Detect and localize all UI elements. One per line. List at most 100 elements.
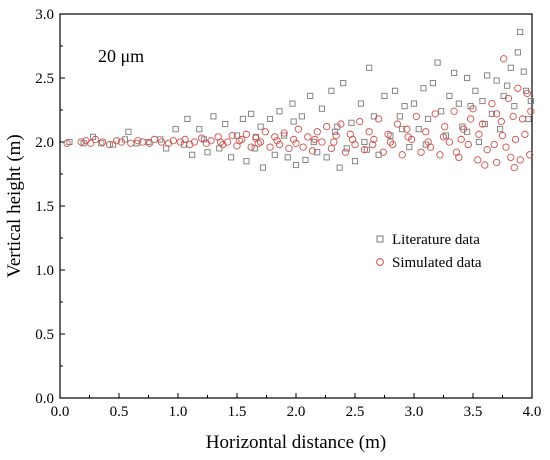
x-tick-label: 3.5 xyxy=(464,404,483,420)
simulated-data-point xyxy=(323,122,331,131)
simulated-data-point xyxy=(514,84,522,92)
literature-data-point xyxy=(314,149,321,156)
simulated-data-point xyxy=(492,110,501,118)
literature-data-point xyxy=(80,140,87,147)
simulated-data-point xyxy=(318,138,326,146)
simulated-data-point xyxy=(518,115,527,123)
literature-data-point xyxy=(479,97,486,105)
simulated-data-point xyxy=(403,125,411,133)
legend-box xyxy=(362,229,528,273)
simulated-data-point xyxy=(294,125,303,133)
simulated-data-point xyxy=(242,130,251,138)
literature-data-point xyxy=(488,110,495,117)
literature-data-point xyxy=(200,136,208,143)
simulated-data-point xyxy=(386,138,395,146)
literature-data-point xyxy=(243,158,250,165)
literature-data-point xyxy=(259,164,267,171)
simulated-data-point xyxy=(379,148,387,156)
simulated-data-point xyxy=(348,135,357,144)
simulated-data-point xyxy=(332,131,340,140)
literature-data-point xyxy=(184,115,191,123)
literature-data-point xyxy=(497,126,504,133)
x-tick-label: 2.5 xyxy=(346,404,365,420)
simulated-data-point xyxy=(77,138,85,146)
simulated-data-point xyxy=(370,135,378,144)
simulated-data-point xyxy=(112,137,121,145)
literature-data-point xyxy=(302,156,309,163)
simulated-data-point xyxy=(369,140,377,149)
x-tick-label: 0.0 xyxy=(51,404,70,420)
simulated-data-point xyxy=(254,139,262,147)
literature-data-point xyxy=(298,113,305,120)
literature-data-point xyxy=(387,132,394,139)
y-tick-label: 0.5 xyxy=(35,327,54,343)
simulated-data-point xyxy=(190,138,199,146)
x-axis-title: Horizontal distance (m) xyxy=(206,432,386,453)
literature-data-point xyxy=(504,82,511,89)
literature-data-point xyxy=(196,126,203,133)
literature-data-point xyxy=(172,126,179,133)
x-tick-label: 2.0 xyxy=(287,404,306,420)
literature-data-point xyxy=(467,103,474,110)
simulated-data-point xyxy=(365,128,373,136)
literature-data-point xyxy=(318,105,326,112)
y-tick-label: 2.5 xyxy=(35,71,54,87)
simulated-data-point xyxy=(207,137,215,145)
simulated-data-point xyxy=(389,140,397,149)
literature-data-point xyxy=(323,154,330,161)
simulated-data-point xyxy=(450,107,458,115)
simulated-data-point xyxy=(105,140,114,149)
simulated-data-point xyxy=(439,133,448,141)
simulated-data-point xyxy=(275,140,284,149)
simulated-data-point xyxy=(497,117,505,126)
literature-data-point xyxy=(340,80,347,87)
simulated-data-point xyxy=(422,128,430,136)
literature-data-point xyxy=(289,100,296,107)
literature-data-point xyxy=(527,97,534,105)
literature-data-point xyxy=(257,123,264,130)
literature-data-point xyxy=(189,151,196,158)
simulated-data-point xyxy=(492,158,501,167)
simulated-data-point xyxy=(273,137,281,145)
literature-data-point xyxy=(475,138,482,146)
simulated-data-point xyxy=(169,137,177,145)
simulated-data-point xyxy=(393,120,402,128)
simulated-data-point xyxy=(311,135,319,144)
literature-data-point xyxy=(399,126,406,133)
simulated-data-point xyxy=(235,137,244,145)
simulated-data-point xyxy=(478,120,487,128)
literature-data-point xyxy=(381,92,388,99)
literature-data-point xyxy=(511,103,518,110)
simulated-data-point xyxy=(498,131,507,140)
legend-label-literature: Literature data xyxy=(392,232,480,248)
literature-data-point xyxy=(125,128,132,135)
literature-data-point xyxy=(357,100,364,107)
simulated-data-point xyxy=(271,133,279,141)
simulated-data-point xyxy=(483,146,491,154)
simulated-data-point xyxy=(488,99,496,108)
data-points xyxy=(63,28,535,172)
literature-data-point xyxy=(110,141,117,148)
simulated-data-point xyxy=(511,135,520,144)
literature-data-point xyxy=(351,158,359,165)
legend-label-simulated: Simulated data xyxy=(392,255,482,271)
simulated-data-point xyxy=(384,130,392,138)
simulated-data-point xyxy=(63,139,71,147)
simulated-data-point xyxy=(117,138,126,146)
y-tick-label: 1.0 xyxy=(35,263,54,279)
x-axis: 0.0 0.5 1.0 1.5 2.0 2.5 3.0 3.5 4.0 xyxy=(51,393,541,420)
simulated-data-point xyxy=(510,163,518,172)
y-axis-title: Vertical height (m) xyxy=(4,134,25,278)
simulated-data-point xyxy=(87,139,95,147)
simulated-data-point xyxy=(247,143,255,151)
simulated-data-point xyxy=(424,138,432,146)
x-tick-label: 1.0 xyxy=(169,404,188,420)
literature-data-point xyxy=(204,149,211,156)
simulated-data-point xyxy=(146,139,154,147)
legend-marker-simulated xyxy=(376,258,384,266)
literature-data-point xyxy=(438,108,445,115)
simulated-data-point xyxy=(91,135,100,144)
literature-data-point xyxy=(222,121,229,128)
simulated-data-point xyxy=(469,105,477,113)
simulated-data-point xyxy=(445,138,454,146)
